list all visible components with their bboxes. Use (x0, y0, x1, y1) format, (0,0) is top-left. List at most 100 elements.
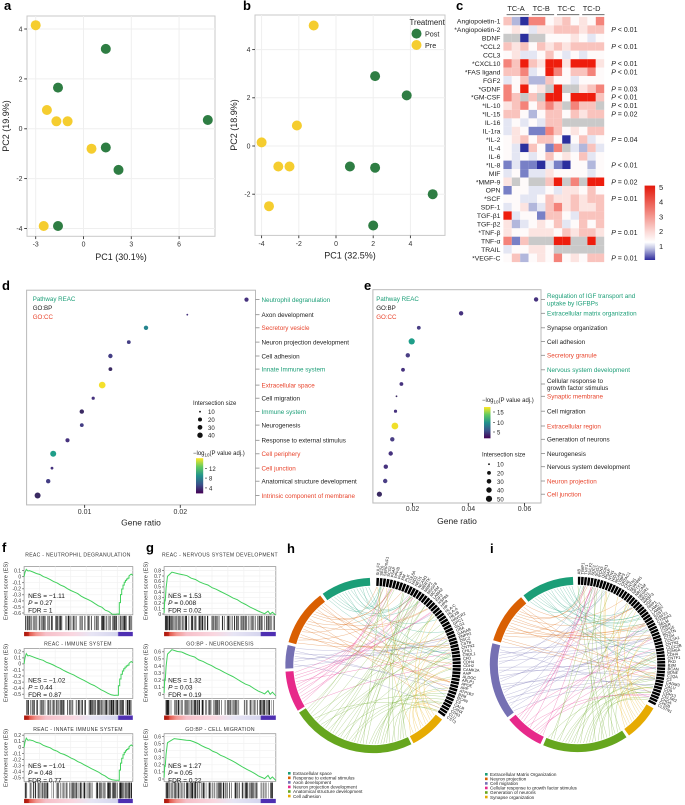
svg-text:FDR = 0.19: FDR = 0.19 (168, 692, 202, 699)
svg-text:FDR = 1: FDR = 1 (28, 607, 53, 614)
svg-text:RCN3: RCN3 (597, 565, 605, 578)
svg-text:4: 4 (247, 47, 251, 54)
svg-text:GANAB: GANAB (457, 627, 472, 637)
svg-text:P = 0.44: P = 0.44 (28, 685, 53, 692)
svg-text:2: 2 (19, 76, 23, 83)
svg-text:Post: Post (425, 29, 439, 38)
svg-text:uptake by IGFBPs: uptake by IGFBPs (547, 300, 598, 307)
svg-text:0: 0 (18, 745, 21, 751)
svg-text:Anatomical structure developme: Anatomical structure development (262, 479, 357, 486)
svg-text:10: 10 (497, 463, 504, 469)
svg-text:Generation of neurons: Generation of neurons (490, 790, 536, 795)
svg-text:12: 12 (209, 467, 216, 473)
svg-text:0.7: 0.7 (154, 574, 161, 580)
svg-text:CSPG5: CSPG5 (661, 624, 676, 634)
svg-text:0.8: 0.8 (154, 568, 161, 574)
svg-text:IL-4: IL-4 (489, 146, 501, 153)
svg-text:CDH4: CDH4 (667, 651, 679, 657)
svg-text:Cellular response to growth fa: Cellular response to growth factor stimu… (490, 786, 578, 791)
svg-text:CALR: CALR (453, 702, 465, 711)
svg-text:20: 20 (497, 471, 504, 477)
svg-text:Regulation of IGF transport an: Regulation of IGF transport and (547, 293, 636, 300)
svg-text:Cell junction: Cell junction (262, 466, 297, 473)
svg-text:-2: -2 (296, 241, 302, 248)
svg-text:0.02: 0.02 (173, 509, 187, 516)
svg-text:−log10(P value adj.): −log10(P value adj.) (482, 398, 534, 405)
svg-text:P = 0.05: P = 0.05 (168, 770, 193, 777)
svg-text:CHGA: CHGA (660, 696, 673, 705)
svg-text:P = 0.48: P = 0.48 (28, 770, 53, 777)
svg-text:0: 0 (158, 692, 161, 698)
svg-text:FGF2: FGF2 (483, 78, 501, 85)
svg-text:2: 2 (247, 95, 251, 102)
svg-text:PC1 (32.5%): PC1 (32.5%) (324, 251, 376, 261)
svg-text:Synapse organization: Synapse organization (547, 325, 608, 332)
svg-text:0.3: 0.3 (154, 756, 161, 762)
svg-text:SERPINF1: SERPINF1 (382, 556, 390, 577)
svg-text:IL6ST: IL6ST (652, 608, 664, 618)
svg-text:-0.3: -0.3 (12, 680, 21, 686)
svg-text:PSAP: PSAP (389, 566, 396, 578)
svg-text:GO:BP - NEUROGENESIS: GO:BP - NEUROGENESIS (186, 642, 254, 648)
svg-text:SULF2: SULF2 (375, 562, 381, 575)
svg-text:NES = 1.32: NES = 1.32 (168, 677, 202, 684)
svg-text:PKD: PKD (668, 659, 677, 664)
svg-text:NES = −1.01: NES = −1.01 (28, 763, 66, 770)
svg-text:Generation of neurons: Generation of neurons (547, 437, 610, 444)
svg-text:CDH13: CDH13 (663, 690, 678, 699)
svg-text:IGSF21: IGSF21 (654, 610, 669, 622)
svg-text:0.5: 0.5 (154, 585, 161, 591)
svg-text:Cell adhesion: Cell adhesion (293, 794, 321, 799)
svg-text:Nervous system development: Nervous system development (547, 464, 630, 471)
svg-text:NTN1: NTN1 (607, 569, 616, 581)
svg-text:TGF-β1: TGF-β1 (477, 213, 501, 220)
svg-text:CADM3: CADM3 (665, 680, 680, 688)
svg-text:TC-A: TC-A (507, 4, 524, 13)
svg-text:Intersection size: Intersection size (193, 401, 237, 407)
svg-text:Extracellular space: Extracellular space (262, 383, 316, 390)
svg-text:0.2: 0.2 (14, 733, 21, 739)
svg-text:REAC - NERVOUS SYSTEM DEVELOPM: REAC - NERVOUS SYSTEM DEVELOPMENT (162, 552, 278, 558)
svg-text:GBA: GBA (455, 625, 465, 633)
svg-text:AHP: AHP (463, 670, 472, 676)
svg-text:-0.4: -0.4 (12, 770, 21, 776)
svg-text:Cell periphery: Cell periphery (262, 451, 302, 458)
svg-text:3: 3 (659, 212, 663, 221)
svg-text:LTBP3: LTBP3 (616, 572, 626, 586)
svg-text:C3: C3 (455, 699, 462, 706)
svg-text:MIF: MIF (489, 171, 501, 178)
svg-text:COL5A1: COL5A1 (664, 635, 681, 644)
svg-text:GLG1: GLG1 (454, 620, 466, 629)
svg-text:TIMP1: TIMP1 (580, 562, 586, 575)
svg-text:Cell migration: Cell migration (547, 409, 586, 416)
svg-text:0.5: 0.5 (154, 657, 161, 663)
svg-text:BDNF: BDNF (667, 669, 679, 675)
svg-text:*SCF: *SCF (484, 196, 500, 203)
svg-text:-0.3: -0.3 (12, 593, 21, 599)
svg-text:15: 15 (497, 411, 504, 417)
svg-text:TNF-α: TNF-α (481, 239, 500, 246)
svg-text:QSOX1: QSOX1 (600, 563, 609, 578)
svg-text:40: 40 (497, 489, 504, 495)
svg-text:FDR = 0.87: FDR = 0.87 (28, 692, 62, 699)
svg-text:20: 20 (208, 418, 215, 424)
svg-text:4: 4 (209, 486, 213, 492)
svg-text:0.02: 0.02 (406, 506, 420, 513)
svg-text:CLSTN1: CLSTN1 (657, 703, 674, 715)
svg-text:10: 10 (208, 410, 215, 416)
svg-text:P = 0.03: P = 0.03 (611, 86, 637, 93)
svg-text:Cell junction: Cell junction (547, 492, 582, 499)
svg-text:Axon development: Axon development (262, 312, 314, 319)
svg-text:C1QA: C1QA (667, 673, 679, 679)
svg-text:-0.5: -0.5 (12, 776, 21, 782)
svg-text:P < 0.01: P < 0.01 (611, 69, 637, 76)
svg-text:Cell adhesion: Cell adhesion (547, 339, 586, 346)
svg-text:VGF: VGF (644, 598, 654, 608)
svg-text:Angiopoietin-1: Angiopoietin-1 (457, 19, 501, 26)
svg-text:PPFIB: PPFIB (393, 566, 401, 579)
svg-text:1: 1 (659, 242, 663, 251)
svg-text:NES = 1.53: NES = 1.53 (168, 593, 202, 600)
svg-text:10: 10 (497, 421, 504, 427)
svg-text:MERTK: MERTK (420, 576, 432, 591)
svg-text:OPN: OPN (486, 188, 501, 195)
